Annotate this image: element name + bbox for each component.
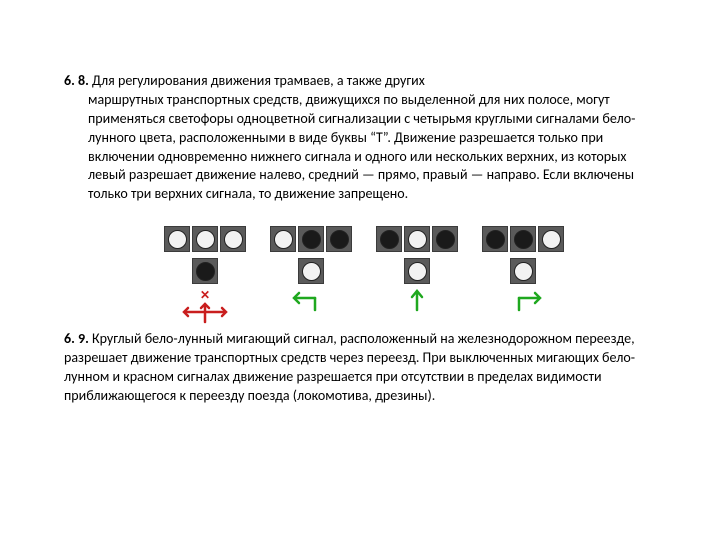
section-6-8-para: 6. 8. Для регулирования движения трамвае… [64,72,664,204]
direction-arrow-icon [281,288,341,312]
lamp-off-icon [302,230,321,249]
signal-cell [298,226,324,252]
signal-top-row [376,226,458,252]
section-6-8: 6. 8. Для регулирования движения трамвае… [64,72,664,204]
signal-cell [538,226,564,252]
lamp-on-icon [224,230,243,249]
signal-all-stop: ✕ [164,226,246,312]
signal-cell [192,226,218,252]
signal-stem [298,258,324,284]
tram-signals-diagram: ✕ [64,226,664,312]
lamp-on-icon [514,262,533,281]
signal-cell [376,226,402,252]
signal-straight [376,226,458,312]
signal-cell [220,226,246,252]
signal-cell [404,226,430,252]
lamp-on-icon [408,262,427,281]
lamp-on-icon [274,230,293,249]
lamp-on-icon [196,230,215,249]
lamp-on-icon [168,230,187,249]
signal-left [270,226,352,312]
section-6-8-body: маршрутных транспортных средств, движущи… [64,91,664,204]
section-num-6-9: 6. 9. [64,330,89,347]
section-6-9-text: Круглый бело-лунный мигающий сигнал, рас… [64,330,635,404]
signal-stem [192,258,218,284]
signal-cell [164,226,190,252]
signal-cell [298,258,324,284]
lamp-off-icon [380,230,399,249]
signal-cell [510,258,536,284]
section-num-6-8: 6. 8. [64,72,89,89]
lamp-off-icon [196,262,215,281]
signal-cell [510,226,536,252]
lamp-off-icon [486,230,505,249]
lamp-off-icon [514,230,533,249]
section-6-9-para: 6. 9. Круглый бело-лунный мигающий сигна… [64,330,664,406]
signal-cell [404,258,430,284]
signal-cell [482,226,508,252]
lamp-on-icon [408,230,427,249]
section-6-8-lead: Для регулирования движения трамваев, а т… [92,72,425,89]
signal-stem [404,258,430,284]
lamp-on-icon [302,262,321,281]
signal-top-row [270,226,352,252]
signal-cell [192,258,218,284]
lamp-off-icon [436,230,455,249]
lamp-on-icon [542,230,561,249]
direction-arrow-icon [387,288,447,312]
signal-right [482,226,564,312]
section-6-9: 6. 9. Круглый бело-лунный мигающий сигна… [64,330,664,406]
signal-stem [510,258,536,284]
direction-arrow-icon [493,288,553,312]
direction-arrow-icon: ✕ [175,288,235,312]
signal-top-row [482,226,564,252]
signal-top-row [164,226,246,252]
signal-cell [432,226,458,252]
signal-cell [326,226,352,252]
lamp-off-icon [330,230,349,249]
signal-cell [270,226,296,252]
